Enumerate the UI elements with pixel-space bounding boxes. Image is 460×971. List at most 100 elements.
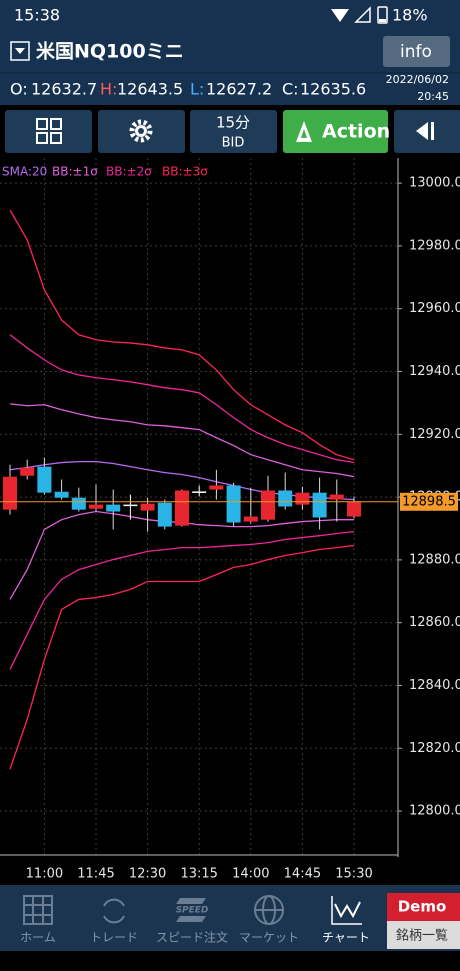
x-tick-label: 14:45 [284,867,321,882]
interval-button[interactable] [190,110,277,153]
candle-body [278,490,293,507]
y-tick-label: 12920.0 [409,427,460,442]
candle-body [123,504,138,507]
y-tick-label: 12980.0 [409,238,460,253]
speed-icon-text: SPEED [176,906,209,916]
indicator-line [9,334,355,464]
x-tick-label: 11:45 [77,867,114,882]
candle-body [312,492,327,518]
y-tick-label: 12960.0 [409,301,460,316]
dropdown-arrow [15,48,25,54]
indicator-line [9,530,355,670]
x-tick-label: 15:30 [335,867,372,882]
y-tick-label: 12800.0 [409,804,460,819]
last-price-label: 12898.5 [402,494,456,509]
y-tick-label: 12840.0 [409,678,460,693]
candle-body [71,497,86,510]
y-tick-label: 12820.0 [409,741,460,756]
candle-body [329,494,344,500]
action-label: Action [322,121,390,143]
legend-entry: BB:±2σ [106,165,152,179]
candle-body [261,490,275,520]
action-icon [296,121,312,142]
candle-body [209,485,224,490]
y-tick-label: 13000.0 [409,176,460,191]
candle-body [106,504,121,512]
interval-label: 15分 [216,114,250,132]
demo-badge [387,893,460,921]
symbol-dropdown[interactable] [10,41,30,61]
gear-icon [129,119,153,143]
nav-label: ホーム [20,931,56,945]
speed-icon [176,898,206,922]
candle-body [175,490,189,526]
wifi-icon [331,9,349,22]
date-time: 20:45 [417,90,449,103]
chart-icon [331,896,362,925]
x-tick-label: 14:00 [232,867,269,882]
legend-entry: BB:±3σ [162,165,208,179]
candle-body [192,491,207,493]
candle-body [54,491,69,498]
signal-icon [354,6,371,23]
system-bar [0,951,460,971]
y-tick-label: 12940.0 [409,364,460,379]
nav-label: チャート [322,931,370,945]
chart-icon-line [334,901,361,919]
ohlc-label: C: [282,80,299,99]
x-tick-label: 12:30 [129,867,166,882]
ohlc-label: L: [190,80,204,99]
symbol-title: 米国NQ100ミニ [36,40,184,63]
candle-body [295,492,310,505]
ohlc-label: H: [100,80,117,99]
layout-button[interactable] [5,110,92,153]
candle-body [157,502,172,527]
ohlc-value: 12643.5 [117,80,183,99]
battery-text: 18% [392,6,428,25]
last-price-box [400,492,458,511]
candle-body [89,504,103,509]
battery-level [379,19,386,22]
nav-label: マーケット [239,931,299,945]
back-bar [431,122,434,140]
price-side-label: BID [222,136,245,151]
gear-hole [138,128,144,134]
nav-label: スピード注文 [156,930,228,945]
ohlc-value: 12635.6 [300,80,366,99]
legend-entry: SMA:20 [2,165,47,179]
candle-body [226,485,241,523]
nav-icons [23,895,284,925]
date: 2022/06/02 [386,73,449,86]
nav-label: トレード [90,931,138,945]
back-icon [416,122,428,140]
candle-body [37,466,52,493]
status-time: 15:38 [14,6,60,25]
candle-body [140,503,155,511]
indicator-line [9,209,355,461]
ohlc-value: 12632.7 [31,80,97,99]
ohlc-value: 12627.2 [206,80,272,99]
action-button[interactable] [283,110,388,153]
candle-body [347,501,361,517]
legend-entry: BB:±1σ [52,165,98,179]
y-tick-label: 12860.0 [409,615,460,630]
indicator-line [9,544,355,770]
candle-body [3,476,17,510]
indicator-line [9,403,355,478]
ohlc-label: O: [10,80,28,99]
battery-icon [377,6,388,24]
info-button[interactable] [383,36,450,67]
symbols-button[interactable] [387,921,460,949]
bottom-nav [0,885,460,951]
candle-body [20,467,35,476]
demo-label: Demo [398,898,447,916]
chart: 12800.012820.012840.012860.012880.012900… [0,158,460,885]
candle-body [243,516,258,522]
y-tick-label: 12880.0 [409,552,460,567]
x-tick-label: 13:15 [180,867,217,882]
x-tick-label: 11:00 [26,867,63,882]
symbols-label: 銘柄一覧 [396,928,448,944]
info-label: info [400,42,432,62]
